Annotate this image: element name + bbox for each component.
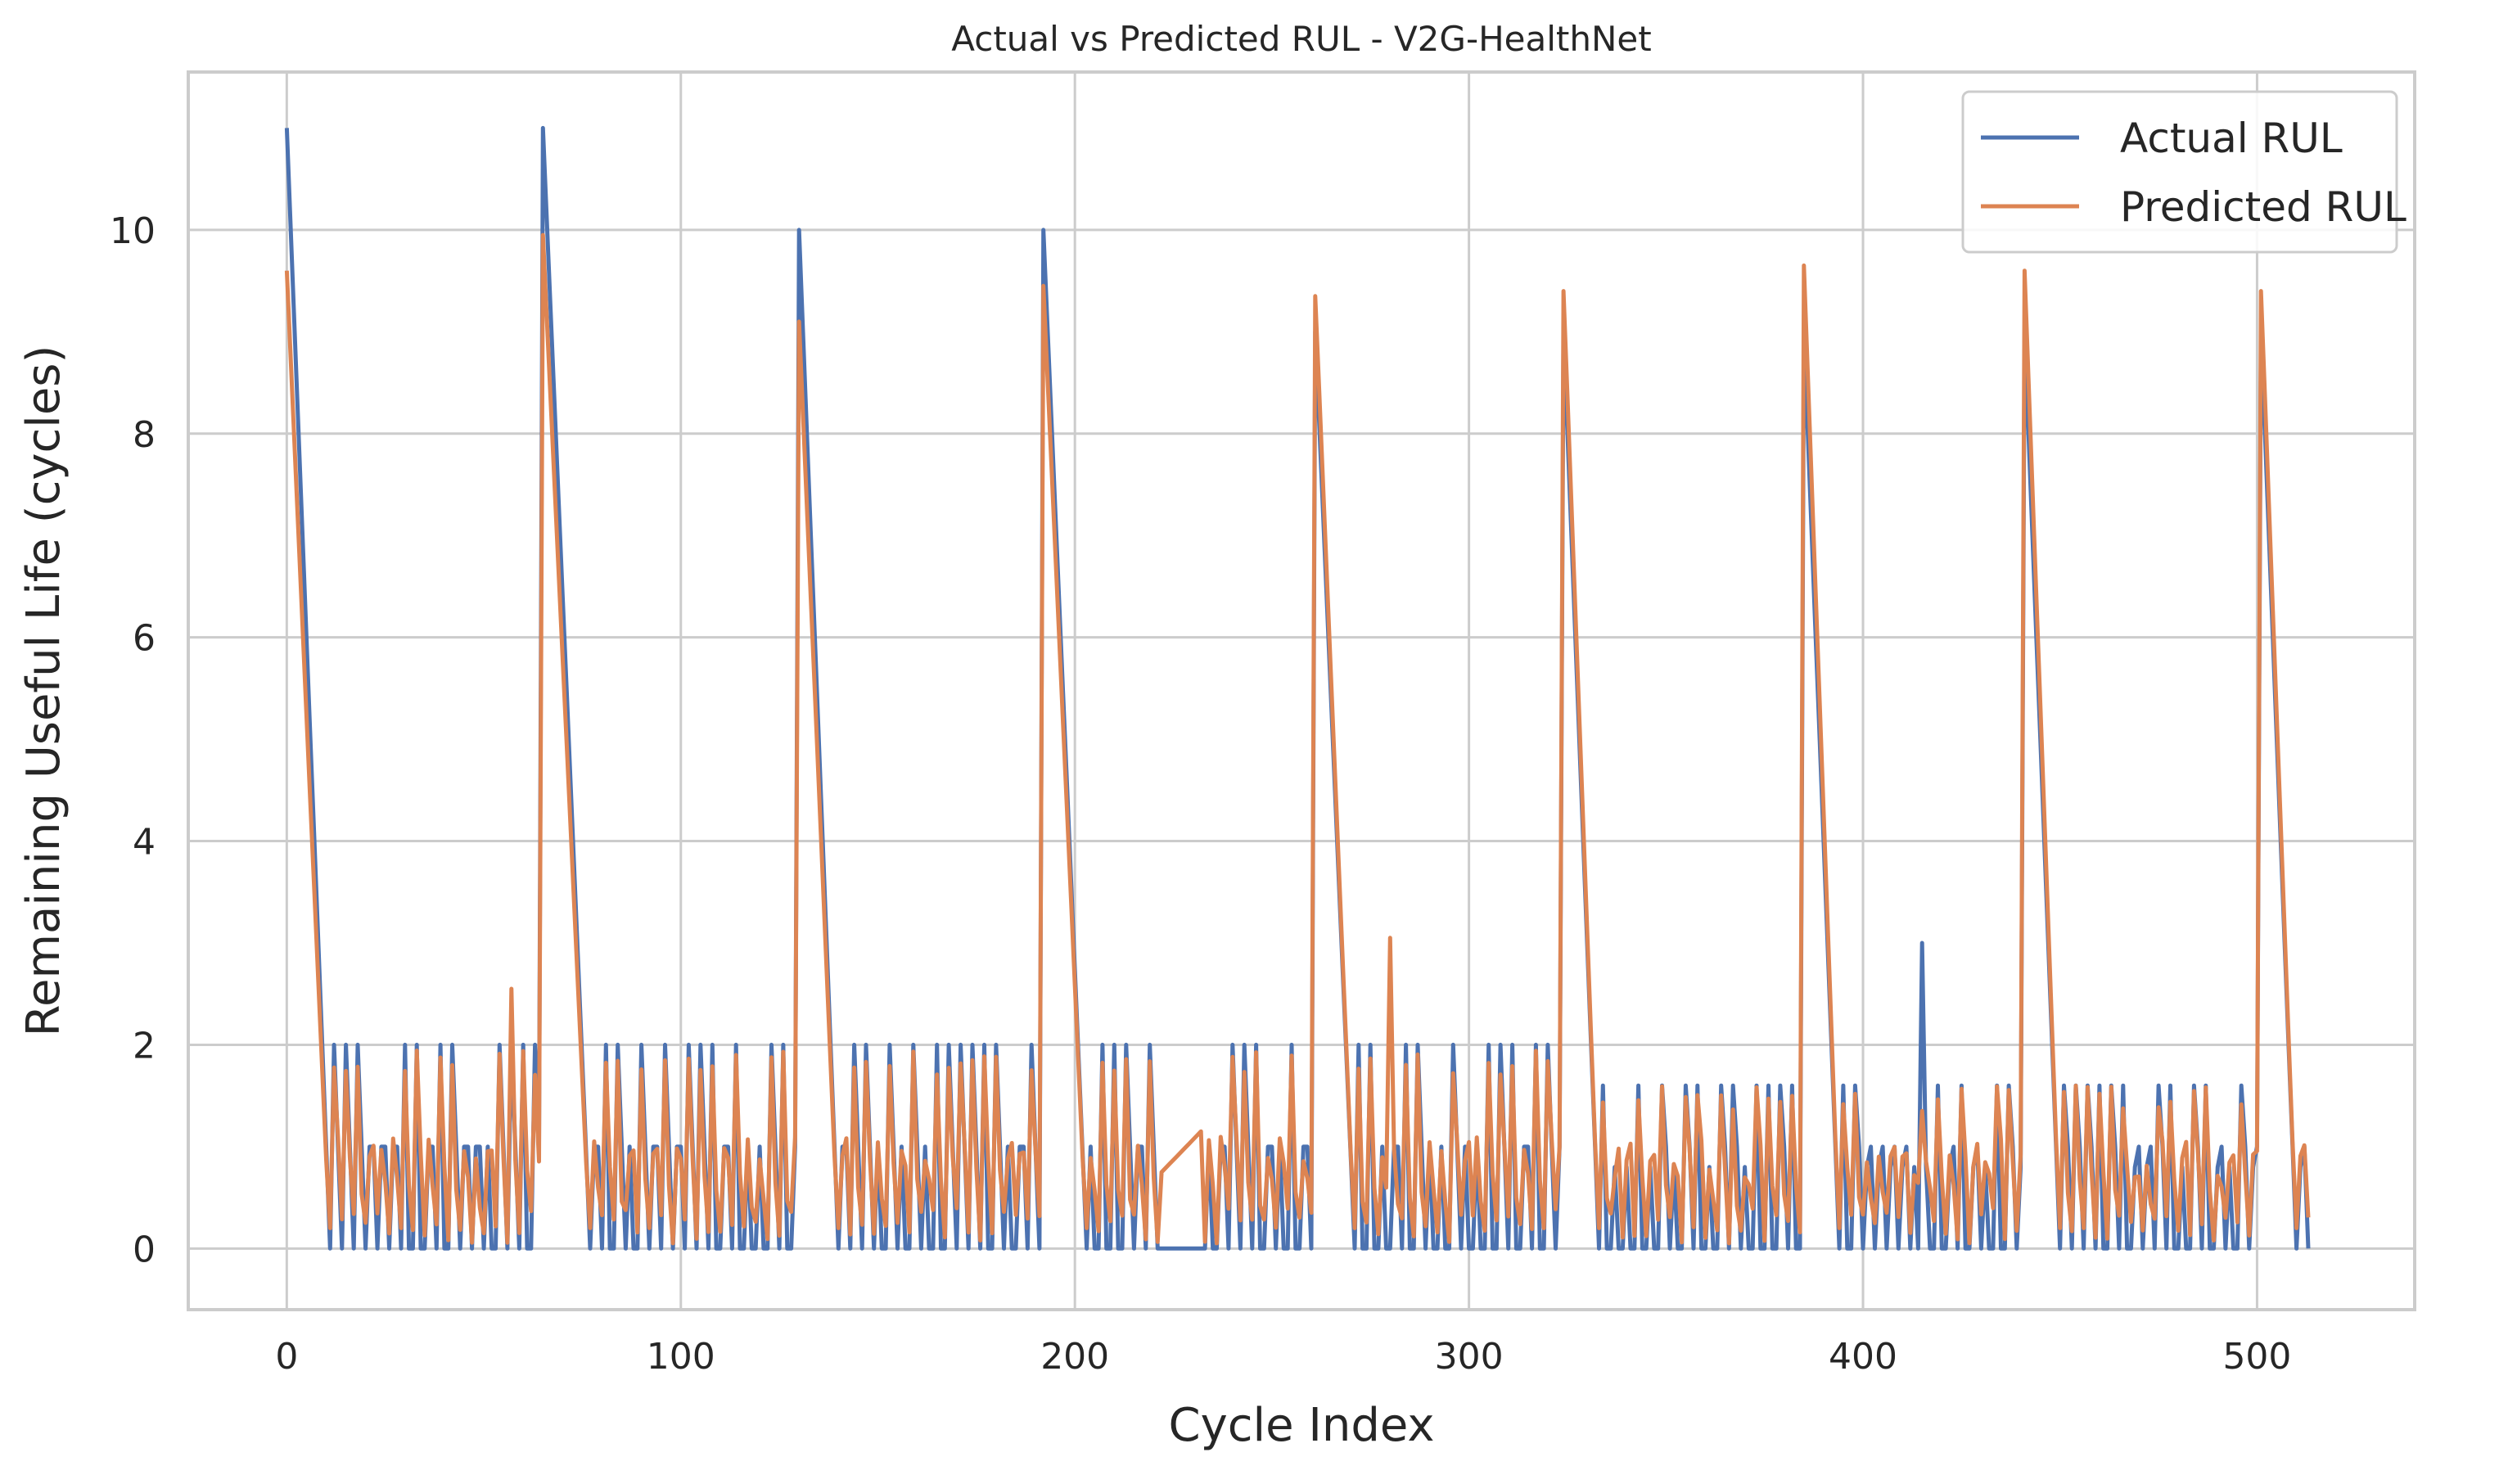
legend-box <box>1961 90 2398 254</box>
y-tick-label: 2 <box>133 1025 156 1067</box>
series-lines <box>284 125 2311 1251</box>
x-tick-label: 100 <box>647 1336 715 1378</box>
x-tick-label: 300 <box>1435 1336 1504 1378</box>
plot-frame <box>187 70 2416 1311</box>
x-tick-label: 200 <box>1040 1336 1109 1378</box>
series-line-predicted <box>284 232 2311 1246</box>
grid-lines <box>188 72 2415 1310</box>
y-tick-label: 4 <box>133 822 156 864</box>
x-tick-labels: 0 100 200 300 400 500 <box>275 1336 2291 1378</box>
legend-label-actual: Actual RUL <box>2120 115 2343 162</box>
y-axis-label: Remaining Useful Life (cycles) <box>17 345 70 1037</box>
x-axis-label: Cycle Index <box>1168 1399 1434 1452</box>
legend: Actual RUL Predicted RUL <box>1961 90 2407 254</box>
y-tick-labels: 0 2 4 6 8 10 <box>110 210 156 1270</box>
chart-title: Actual vs Predicted RUL - V2G-HealthNet <box>951 19 1652 59</box>
y-tick-label: 6 <box>133 618 156 660</box>
x-tick-label: 500 <box>2222 1336 2291 1378</box>
y-tick-label: 8 <box>133 414 156 456</box>
legend-label-predicted: Predicted RUL <box>2120 183 2407 231</box>
y-tick-label: 0 <box>133 1229 156 1270</box>
x-tick-label: 400 <box>1829 1336 1897 1378</box>
y-tick-label: 10 <box>110 210 156 252</box>
x-tick-label: 0 <box>275 1336 298 1378</box>
